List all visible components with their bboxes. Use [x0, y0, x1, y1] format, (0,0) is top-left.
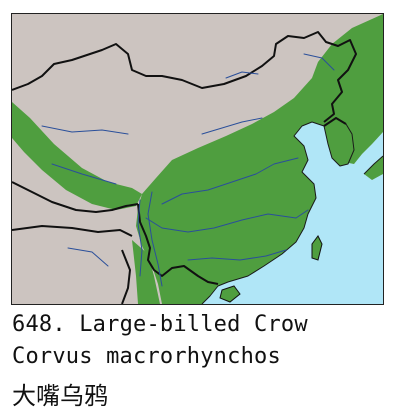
chinese-name: 大嘴乌鸦 — [12, 382, 108, 410]
range-south-strip — [132, 240, 160, 304]
non-range-southwest — [12, 214, 132, 304]
coastline — [201, 121, 383, 304]
national-borders — [12, 31, 357, 304]
range-japan — [364, 156, 383, 180]
taiwan-island — [311, 235, 323, 261]
species-number: 648. — [12, 312, 66, 337]
range-main — [136, 14, 383, 304]
rivers — [41, 53, 335, 287]
hainan-island — [219, 285, 241, 303]
common-name: Large-billed Crow — [79, 312, 308, 337]
range-band-west — [12, 102, 142, 210]
species-number-and-common-name: 648. Large-billed Crow — [12, 312, 308, 337]
range-map — [11, 13, 384, 305]
scientific-name: Corvus macrorhynchos — [12, 344, 281, 369]
